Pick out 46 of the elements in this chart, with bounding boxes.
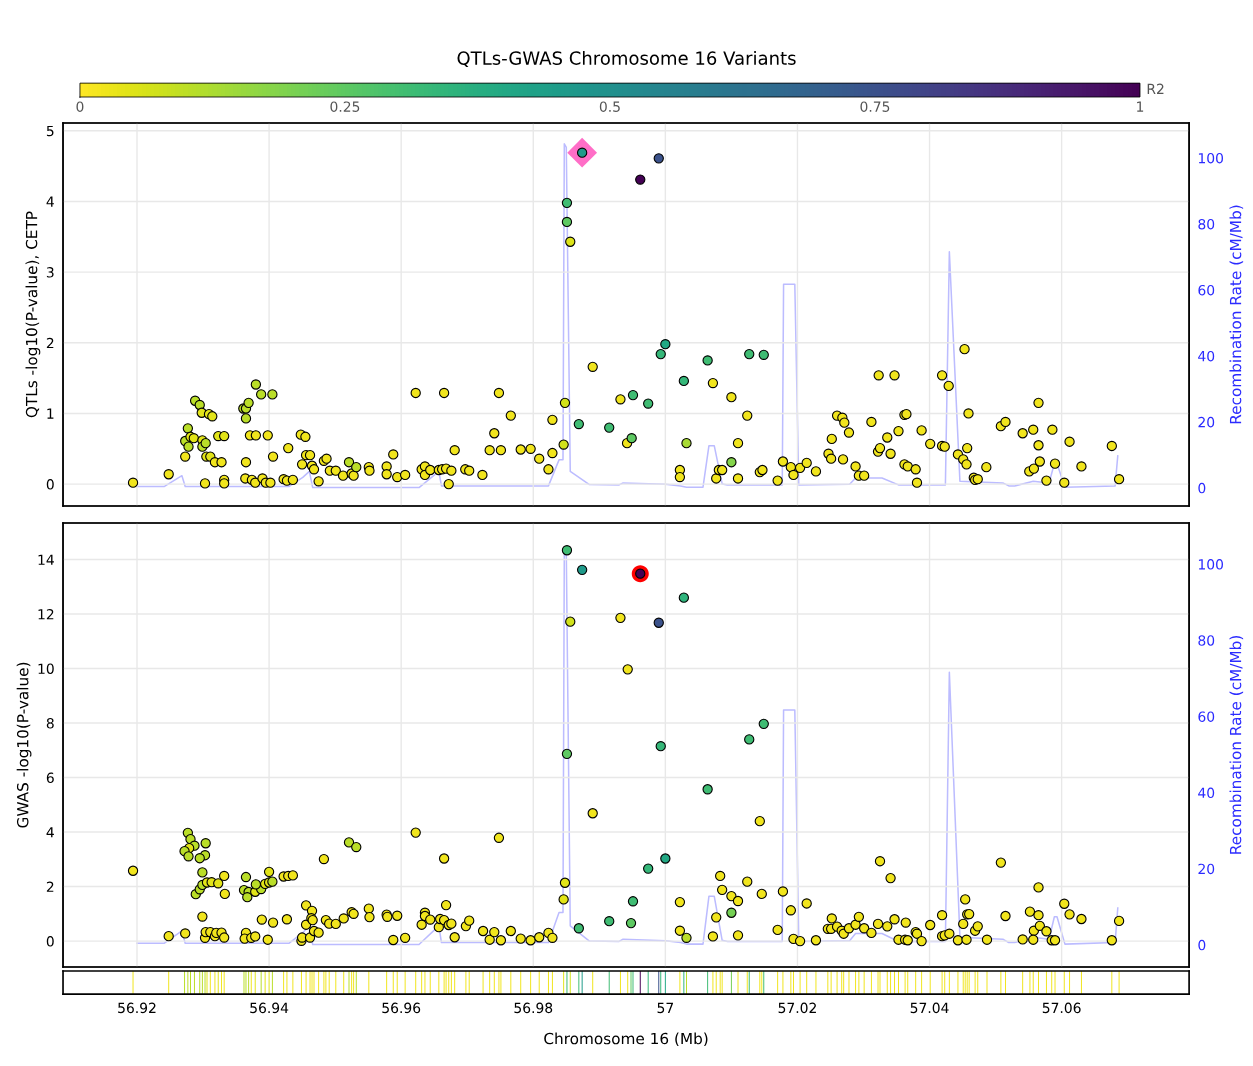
color-bar-label: 0.5 <box>599 101 620 112</box>
y-axis-title: GWAS -log10(P-value) <box>16 662 32 828</box>
chart-title: QTLs-GWAS Chromosome 16 Variants <box>457 50 796 68</box>
y2-axis-title: Recombination Rate (cM/Mb) <box>1229 205 1244 424</box>
y-tick-label: 12 <box>38 608 54 620</box>
y2-tick-label: 80 <box>1198 635 1215 646</box>
color-bar-title: R2 <box>1147 83 1164 94</box>
y2-tick-label: 60 <box>1198 711 1215 722</box>
y-tick-label: 4 <box>46 196 54 207</box>
x-tick-label: 56.94 <box>250 1002 289 1014</box>
y-tick-label: 10 <box>38 663 54 674</box>
y-tick-label: 0 <box>46 936 54 947</box>
y2-tick-label: 100 <box>1198 559 1224 570</box>
y2-tick-label: 0 <box>1198 482 1206 494</box>
x-tick-label: 56.92 <box>118 1002 156 1014</box>
x-tick-label: 56.98 <box>514 1002 553 1014</box>
y-tick-label: 14 <box>38 554 54 565</box>
y2-tick-label: 20 <box>1198 863 1215 875</box>
y-tick-label: 1 <box>47 408 54 419</box>
y-tick-label: 2 <box>46 337 54 349</box>
color-bar-label: 0 <box>76 101 84 112</box>
y2-tick-label: 40 <box>1198 350 1215 362</box>
x-tick-label: 57.02 <box>778 1002 816 1014</box>
x-tick-label: 57.06 <box>1042 1002 1081 1014</box>
y-tick-label: 0 <box>46 479 54 490</box>
x-axis-title: Chromosome 16 (Mb) <box>544 1032 708 1047</box>
y2-tick-label: 0 <box>1198 939 1206 951</box>
y2-tick-label: 80 <box>1198 218 1215 230</box>
y2-axis-title: Recombination Rate (cM/Mb) <box>1229 636 1244 854</box>
y-tick-label: 8 <box>46 718 54 729</box>
y2-tick-label: 100 <box>1198 152 1224 164</box>
y-tick-label: 3 <box>46 267 54 278</box>
y-axis-title: QTLs -log10(P-value), CETP <box>25 211 41 418</box>
color-bar-label: 0.25 <box>330 101 360 112</box>
x-tick-label: 57.04 <box>910 1002 949 1014</box>
color-bar-label: 0.75 <box>860 101 890 112</box>
y2-tick-label: 40 <box>1198 787 1215 799</box>
x-tick-label: 57 <box>657 1002 674 1014</box>
y2-tick-label: 60 <box>1198 284 1215 296</box>
y2-tick-label: 20 <box>1198 416 1215 428</box>
y-tick-label: 5 <box>46 125 54 137</box>
y-tick-label: 2 <box>46 881 54 892</box>
x-tick-label: 56.96 <box>382 1002 421 1014</box>
y-tick-label: 4 <box>46 827 54 838</box>
color-bar-label: 1 <box>1137 101 1144 112</box>
y-tick-label: 6 <box>46 772 54 784</box>
